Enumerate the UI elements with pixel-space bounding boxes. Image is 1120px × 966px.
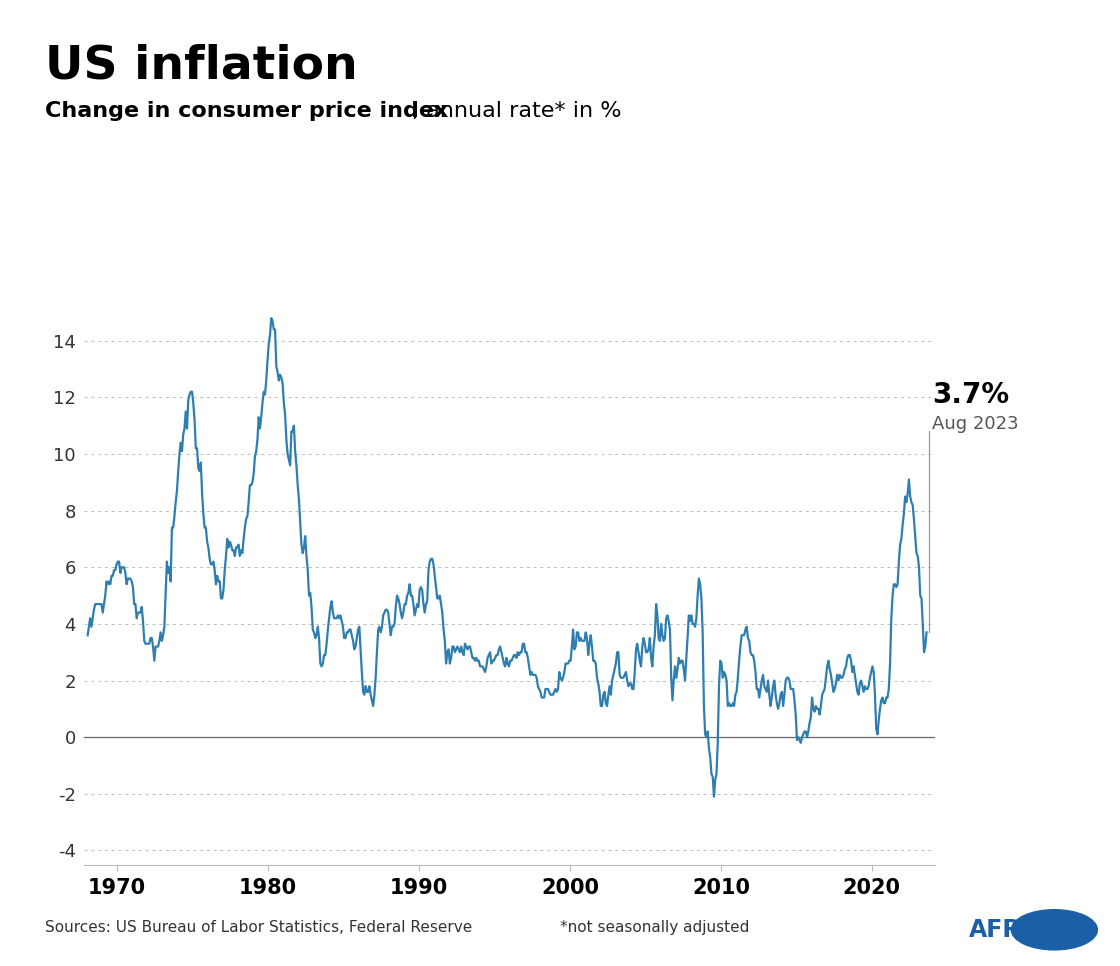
Text: US inflation: US inflation xyxy=(45,43,357,89)
Text: Sources: US Bureau of Labor Statistics, Federal Reserve: Sources: US Bureau of Labor Statistics, … xyxy=(45,920,472,935)
Text: *not seasonally adjusted: *not seasonally adjusted xyxy=(560,920,749,935)
Text: , annual rate* in %: , annual rate* in % xyxy=(412,101,622,122)
Text: Change in consumer price index: Change in consumer price index xyxy=(45,101,448,122)
Text: Aug 2023: Aug 2023 xyxy=(932,415,1018,434)
Text: AFP: AFP xyxy=(969,918,1021,942)
Circle shape xyxy=(1011,910,1098,950)
Text: 3.7%: 3.7% xyxy=(932,381,1009,409)
